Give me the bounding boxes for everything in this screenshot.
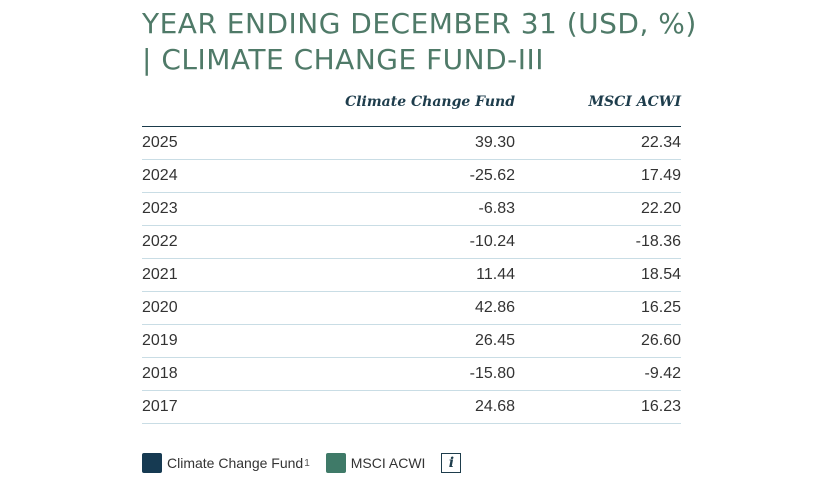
row-fund-value: -15.80 (469, 365, 515, 382)
table-row: 2018 -15.80 -9.42 (142, 358, 681, 391)
row-year: 2023 (142, 200, 178, 217)
row-fund-value: -6.83 (478, 200, 515, 217)
row-index-value: 16.23 (640, 398, 681, 415)
table-row: 2021 11.44 18.54 (142, 259, 681, 292)
legend-item-index: MSCI ACWI (325, 453, 426, 473)
row-index-value: 18.54 (640, 266, 681, 283)
row-index-value: 22.34 (640, 134, 681, 151)
row-fund-value: -10.24 (469, 233, 515, 250)
returns-table: Climate Change Fund MSCI ACWI 2025 39.30 2… (142, 90, 681, 424)
row-year: 2022 (142, 233, 178, 250)
legend-swatch-index (325, 453, 346, 473)
row-fund-value: 42.86 (474, 299, 515, 316)
legend-label-fund: Climate Change Fund (167, 455, 304, 471)
legend: Climate Change Fund 1 MSCI ACWI i (142, 452, 462, 474)
row-fund-value: 24.68 (474, 398, 515, 415)
row-year: 2021 (142, 266, 178, 283)
table-row: 2025 39.30 22.34 (142, 127, 681, 160)
table-row: 2019 26.45 26.60 (142, 325, 681, 358)
row-index-value: 22.20 (640, 200, 681, 217)
table-row: 2017 24.68 16.23 (142, 391, 681, 424)
info-icon[interactable]: i (441, 453, 462, 473)
row-index-value: 16.25 (640, 299, 681, 316)
row-fund-value: 26.45 (474, 332, 515, 349)
row-fund-value: -25.62 (469, 167, 515, 184)
row-year: 2017 (142, 398, 178, 415)
table-row: 2024 -25.62 17.49 (142, 160, 681, 193)
row-index-value: 26.60 (640, 332, 681, 349)
row-year: 2020 (142, 299, 178, 316)
row-index-value: 17.49 (640, 167, 681, 184)
legend-swatch-fund (142, 453, 162, 473)
table-row: 2023 -6.83 22.20 (142, 193, 681, 226)
legend-label-index: MSCI ACWI (350, 455, 426, 471)
row-index-value: -18.36 (635, 233, 681, 250)
footnote-marker: 1 (304, 457, 310, 469)
column-header-fund: Climate Change Fund (345, 94, 515, 110)
table-body: 2025 39.30 22.34 2024 -25.62 17.49 2023 -6.83 22… (142, 127, 681, 424)
row-year: 2025 (142, 134, 178, 151)
table-row: 2022 -10.24 -18.36 (142, 226, 681, 259)
row-index-value: -9.42 (644, 365, 681, 382)
table-header: Climate Change Fund MSCI ACWI (142, 90, 681, 127)
row-fund-value: 11.44 (476, 266, 515, 283)
legend-item-fund: Climate Change Fund 1 (142, 453, 310, 473)
table-row: 2020 42.86 16.25 (142, 292, 681, 325)
row-year: 2018 (142, 365, 178, 382)
page-title: YEAR ENDING DECEMBER 31 (USD, %) | CLIMA… (142, 7, 697, 76)
row-year: 2019 (142, 332, 178, 349)
row-year: 2024 (142, 167, 178, 184)
row-fund-value: 39.30 (474, 134, 515, 151)
column-header-index: MSCI ACWI (588, 94, 681, 110)
